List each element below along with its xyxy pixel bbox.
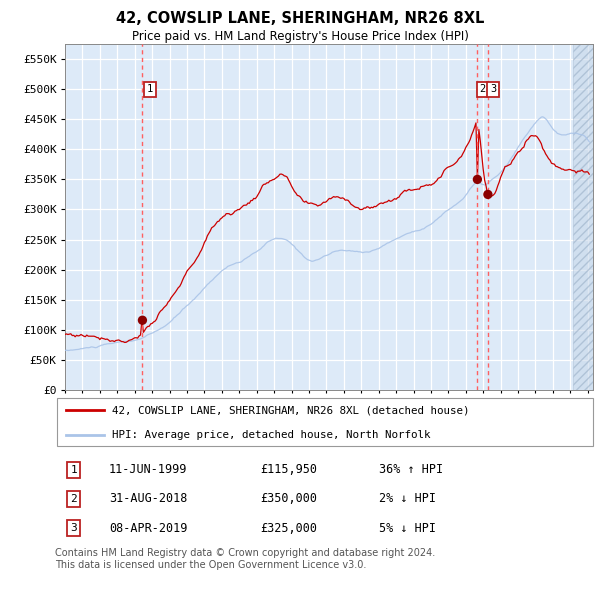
Text: £115,950: £115,950 [260, 464, 317, 477]
Text: 42, COWSLIP LANE, SHERINGHAM, NR26 8XL (detached house): 42, COWSLIP LANE, SHERINGHAM, NR26 8XL (… [112, 405, 469, 415]
Text: 1: 1 [147, 84, 153, 94]
Text: 5% ↓ HPI: 5% ↓ HPI [379, 522, 436, 535]
Text: HPI: Average price, detached house, North Norfolk: HPI: Average price, detached house, Nort… [112, 430, 430, 440]
Text: £325,000: £325,000 [260, 522, 317, 535]
Text: 11-JUN-1999: 11-JUN-1999 [109, 464, 187, 477]
Text: 2% ↓ HPI: 2% ↓ HPI [379, 493, 436, 506]
Text: 1: 1 [71, 465, 77, 475]
Text: 2: 2 [71, 494, 77, 504]
Text: Price paid vs. HM Land Registry's House Price Index (HPI): Price paid vs. HM Land Registry's House … [131, 30, 469, 43]
Point [473, 175, 482, 184]
Text: 36% ↑ HPI: 36% ↑ HPI [379, 464, 443, 477]
FancyBboxPatch shape [56, 398, 593, 447]
Text: £350,000: £350,000 [260, 493, 317, 506]
Point [137, 316, 147, 325]
Text: 08-APR-2019: 08-APR-2019 [109, 522, 187, 535]
Bar [574, 44, 596, 390]
Text: 42, COWSLIP LANE, SHERINGHAM, NR26 8XL: 42, COWSLIP LANE, SHERINGHAM, NR26 8XL [116, 11, 484, 26]
Text: 3: 3 [71, 523, 77, 533]
Text: 3: 3 [490, 84, 496, 94]
Text: 31-AUG-2018: 31-AUG-2018 [109, 493, 187, 506]
Text: 2: 2 [479, 84, 486, 94]
Point [483, 190, 493, 199]
Text: Contains HM Land Registry data © Crown copyright and database right 2024.
This d: Contains HM Land Registry data © Crown c… [55, 548, 435, 569]
